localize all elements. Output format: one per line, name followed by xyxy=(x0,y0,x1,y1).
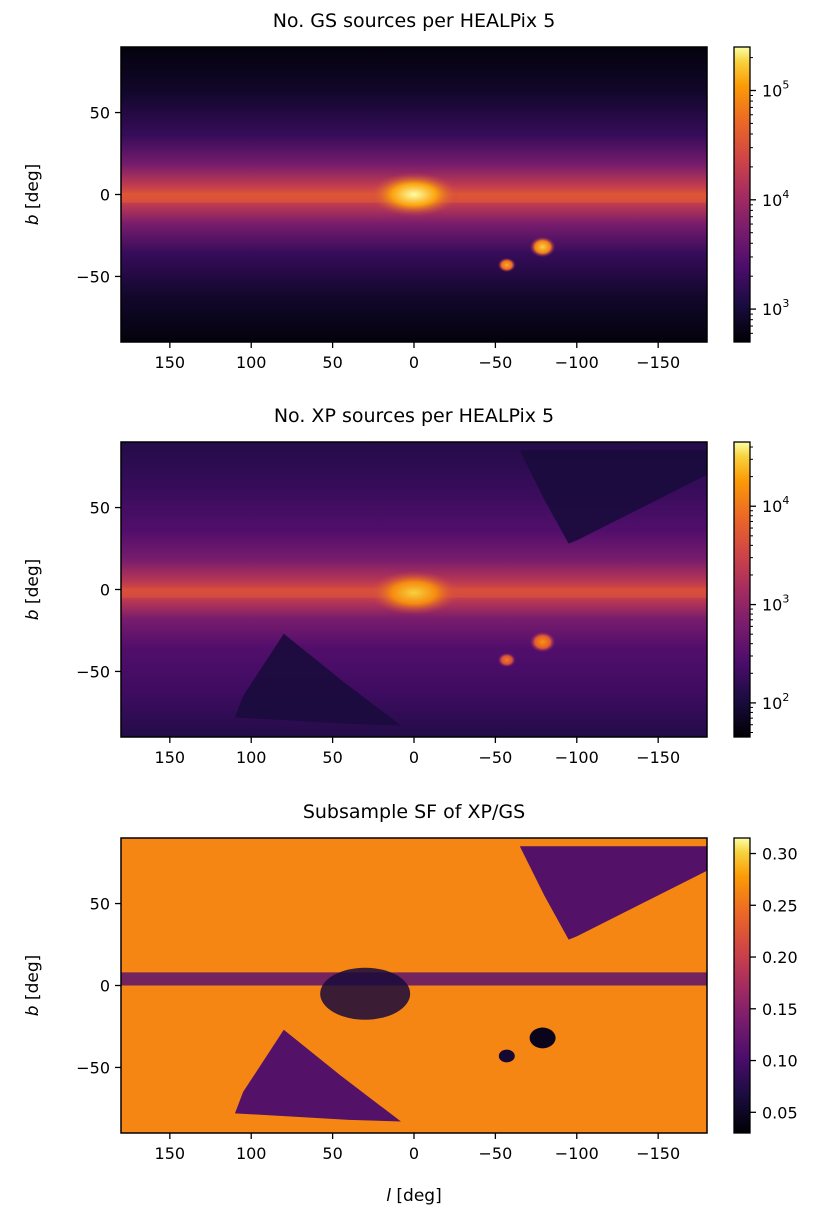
x-tick-label: −100 xyxy=(555,748,599,767)
x-tick-label: 0 xyxy=(409,1144,419,1163)
x-tick-label: 50 xyxy=(322,748,342,767)
lmc xyxy=(529,236,556,258)
x-tick-label: −150 xyxy=(636,353,680,372)
x-tick-label: −50 xyxy=(479,353,513,372)
colorbar-tick-label: 0.15 xyxy=(762,1000,798,1019)
chart-title: No. XP sources per HEALPix 5 xyxy=(274,405,554,427)
y-tick-label: −50 xyxy=(76,662,110,681)
colorbar-tick-label: 0.05 xyxy=(762,1103,798,1122)
colorbar-tick-label: 103 xyxy=(762,297,789,319)
x-tick-label: −150 xyxy=(636,1144,680,1163)
galactic-bulge xyxy=(369,570,459,615)
colorbar-tick-label: 105 xyxy=(762,78,789,100)
x-tick-label: 100 xyxy=(236,1144,267,1163)
panel-3: Subsample SF of XP/GS 150 100 50 0 −50 −100 −15… xyxy=(23,801,798,1206)
chart-title: Subsample SF of XP/GS xyxy=(303,801,525,823)
smc xyxy=(498,1049,515,1063)
bulge-low-sf xyxy=(320,967,411,1020)
x-tick-label: −100 xyxy=(555,353,599,372)
low-sf-north xyxy=(519,846,707,940)
y-tick-label: 50 xyxy=(90,895,110,914)
galactic-bulge xyxy=(369,172,459,217)
panel-1: No. GS sources per HEALPix 5 150 100 50 0 −50… xyxy=(23,10,789,372)
colorbar-tick-label: 104 xyxy=(762,494,789,516)
x-tick-label: 100 xyxy=(236,353,267,372)
x-tick-label: −150 xyxy=(636,748,680,767)
colorbar xyxy=(733,441,751,738)
y-tick-label: 50 xyxy=(90,499,110,518)
colorbar-tick-label: 103 xyxy=(762,593,789,615)
heatmap-image xyxy=(121,838,707,1133)
x-tick-label: −50 xyxy=(479,1144,513,1163)
x-tick-label: −50 xyxy=(479,748,513,767)
x-tick-label: 0 xyxy=(409,748,419,767)
x-tick-label: 150 xyxy=(155,1144,186,1163)
colorbar-tick-label: 0.25 xyxy=(762,896,798,915)
y-tick-label: 0 xyxy=(100,186,110,205)
y-tick-label: −50 xyxy=(76,1058,110,1077)
smc xyxy=(497,257,516,273)
y-axis-label: b [deg] xyxy=(23,164,43,226)
y-tick-label: −50 xyxy=(76,267,110,286)
x-tick-label: 150 xyxy=(155,353,186,372)
heatmap-image xyxy=(121,47,707,342)
colorbar xyxy=(733,837,751,1134)
y-axis-label: b [deg] xyxy=(23,955,43,1017)
colorbar xyxy=(733,46,751,343)
galactic-plane-low-sf xyxy=(121,972,707,986)
x-tick-label: 0 xyxy=(409,353,419,372)
heatmap-image xyxy=(121,442,707,737)
y-tick-label: 0 xyxy=(100,977,110,996)
panel-2: No. XP sources per HEALPix 5 150 100 50 0 −50… xyxy=(23,405,789,767)
x-tick-label: 50 xyxy=(322,1144,342,1163)
y-axis-label: b [deg] xyxy=(23,559,43,621)
lmc xyxy=(529,1027,556,1049)
smc xyxy=(497,652,516,668)
chart-title: No. GS sources per HEALPix 5 xyxy=(273,10,556,32)
colorbar-tick-label: 102 xyxy=(762,691,789,713)
colorbar-tick-label: 104 xyxy=(762,188,789,210)
y-tick-label: 0 xyxy=(100,581,110,600)
x-tick-label: 50 xyxy=(322,353,342,372)
low-sf-south xyxy=(234,1029,401,1122)
x-tick-label: −100 xyxy=(555,1144,599,1163)
y-tick-label: 50 xyxy=(90,104,110,123)
low-coverage-south xyxy=(234,633,401,726)
colorbar-tick-label: 0.10 xyxy=(762,1052,798,1071)
x-axis-label: l [deg] xyxy=(386,1186,441,1206)
colorbar-tick-label: 0.30 xyxy=(762,845,798,864)
x-tick-label: 100 xyxy=(236,748,267,767)
lmc xyxy=(529,631,556,653)
low-coverage-north xyxy=(519,450,707,544)
colorbar-tick-label: 0.20 xyxy=(762,948,798,967)
x-tick-label: 150 xyxy=(155,748,186,767)
